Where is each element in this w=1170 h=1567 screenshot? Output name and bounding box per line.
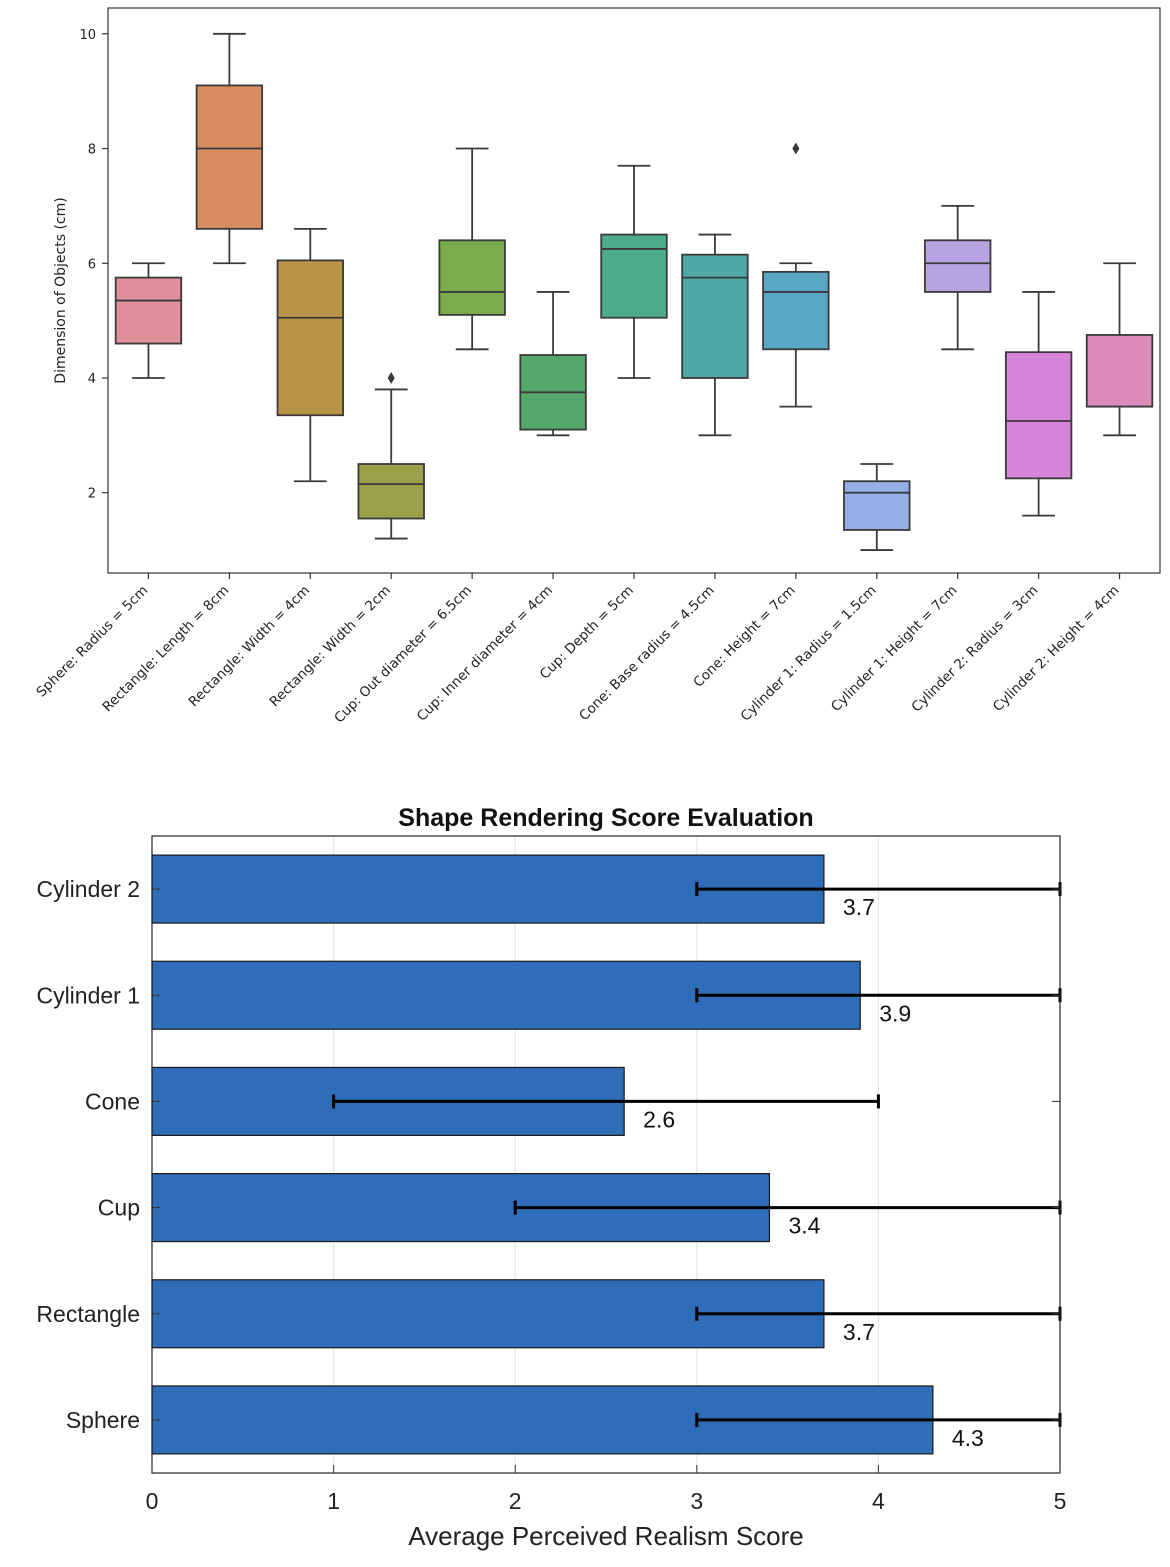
box-9 bbox=[762, 142, 830, 408]
bar-value-label: 3.7 bbox=[843, 1319, 875, 1345]
y-category-label: Cylinder 1 bbox=[36, 982, 140, 1008]
bar-value-label: 4.3 bbox=[952, 1425, 984, 1451]
x-tick-label: Cup: Out diameter = 6.5cm bbox=[331, 583, 475, 727]
iqr-box bbox=[438, 239, 506, 316]
x-tick-label: 0 bbox=[146, 1488, 159, 1514]
bar-group-1: 3.7 bbox=[151, 854, 1062, 924]
y-category-label: Cup bbox=[98, 1195, 140, 1221]
iqr-box bbox=[357, 463, 425, 520]
y-tick-label: 2 bbox=[88, 487, 96, 502]
outlier-marker bbox=[792, 142, 800, 155]
x-tick-label: 1 bbox=[327, 1488, 340, 1514]
iqr-box bbox=[843, 480, 911, 531]
box-4 bbox=[357, 371, 425, 540]
bar-group-5: 3.7 bbox=[151, 1279, 1062, 1349]
bar-group-4: 3.4 bbox=[151, 1173, 1062, 1243]
box-8 bbox=[681, 233, 749, 437]
x-tick-label: 4 bbox=[872, 1488, 885, 1514]
y-category-label: Cylinder 2 bbox=[36, 876, 140, 902]
bar-value-label: 3.4 bbox=[788, 1213, 820, 1239]
bar-value-label: 3.9 bbox=[879, 1000, 911, 1026]
y-tick-label: 6 bbox=[88, 257, 96, 272]
x-tick-label: 3 bbox=[690, 1488, 703, 1514]
iqr-box bbox=[762, 270, 830, 351]
x-tick-label: Cup: Inner diameter = 4cm bbox=[414, 583, 556, 725]
x-axis-label: Average Perceived Realism Score bbox=[408, 1521, 803, 1551]
iqr-box bbox=[195, 84, 264, 230]
box-plot-figure: 2 4 6 8 10 Dimension of Objects (cm) Sphere: R… bbox=[0, 0, 1170, 770]
x-tick-label: 5 bbox=[1054, 1488, 1067, 1514]
box-11 bbox=[924, 204, 992, 351]
box-12 bbox=[1004, 291, 1073, 517]
iqr-box bbox=[1004, 351, 1073, 480]
iqr-box bbox=[924, 239, 992, 293]
box-13 bbox=[1085, 262, 1154, 437]
chart-title: Shape Rendering Score Evaluation bbox=[398, 804, 813, 832]
x-tick-label: 2 bbox=[509, 1488, 522, 1514]
iqr-box bbox=[114, 276, 183, 345]
y-tick-label: 10 bbox=[79, 28, 96, 43]
x-tick-label: Cylinder 1: Radius = 1.5cm bbox=[738, 583, 880, 725]
box-3 bbox=[276, 227, 344, 483]
bar-plot-area bbox=[152, 836, 1060, 1473]
box-10 bbox=[843, 463, 911, 551]
outlier-marker bbox=[387, 371, 395, 384]
bar-group-6: 4.3 bbox=[151, 1385, 1062, 1455]
box-2 bbox=[195, 32, 264, 265]
box-7 bbox=[600, 164, 668, 379]
x-tick-label: Cone: Base radius = 4.5cm bbox=[576, 583, 718, 725]
y-axis-label: Dimension of Objects (cm) bbox=[53, 197, 69, 383]
box-1 bbox=[114, 262, 183, 379]
y-tick-label: 8 bbox=[88, 143, 96, 158]
bar-value-label: 3.7 bbox=[843, 894, 875, 920]
iqr-box bbox=[1085, 334, 1154, 408]
box-5 bbox=[438, 147, 506, 351]
bar-group-3: 2.6 bbox=[151, 1066, 880, 1136]
iqr-box bbox=[600, 233, 668, 319]
y-category-label: Cone bbox=[85, 1088, 140, 1114]
y-tick-label: 4 bbox=[88, 372, 96, 387]
bar-chart-svg: Shape Rendering Score Evaluation 3.7 Cylin… bbox=[36, 804, 1067, 1551]
bar-value-label: 2.6 bbox=[643, 1106, 675, 1132]
y-category-label: Sphere bbox=[66, 1407, 140, 1433]
bar-chart-figure: Shape Rendering Score Evaluation 3.7 Cylin… bbox=[0, 790, 1170, 1567]
iqr-box bbox=[276, 259, 344, 417]
box-6 bbox=[519, 291, 587, 437]
y-category-label: Rectangle bbox=[36, 1301, 140, 1327]
bar-axes-frame bbox=[151, 835, 1061, 1474]
bar-group-2: 3.9 bbox=[151, 960, 1062, 1030]
iqr-box bbox=[681, 253, 749, 379]
